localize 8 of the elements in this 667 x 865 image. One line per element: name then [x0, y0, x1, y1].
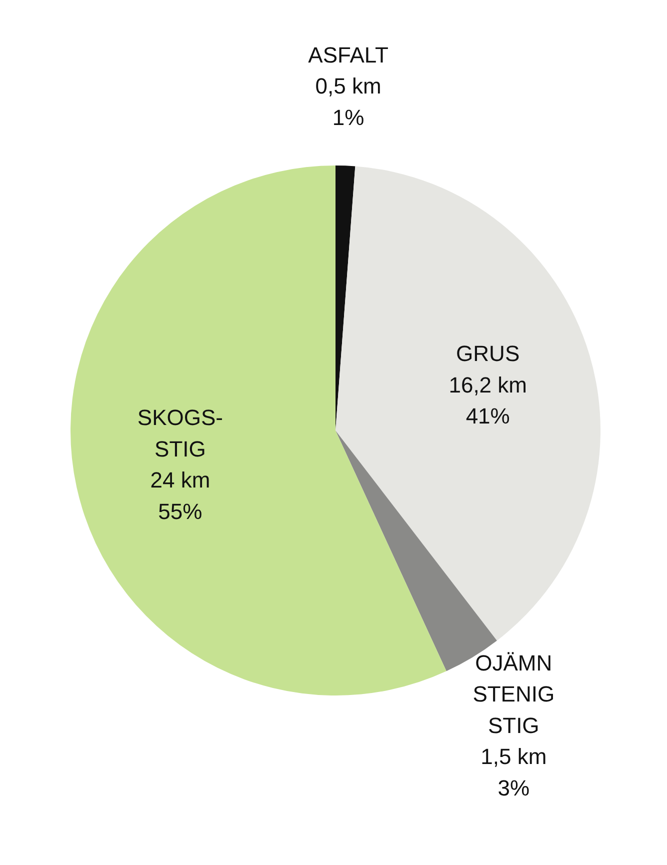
slice-label: ASFALT — [308, 42, 388, 68]
data-label: 24 km 55% — [150, 468, 210, 524]
data-label: 1,5 km 3% — [480, 744, 547, 800]
data-label: 16,2 km 41% — [448, 372, 527, 429]
slice-label: GRUS — [456, 341, 520, 366]
slice-label: OJÄMN STENIG STIG — [472, 650, 555, 738]
data-label: 0,5 km 1% — [315, 74, 382, 130]
slice-label: SKOGS- STIG — [137, 405, 223, 462]
